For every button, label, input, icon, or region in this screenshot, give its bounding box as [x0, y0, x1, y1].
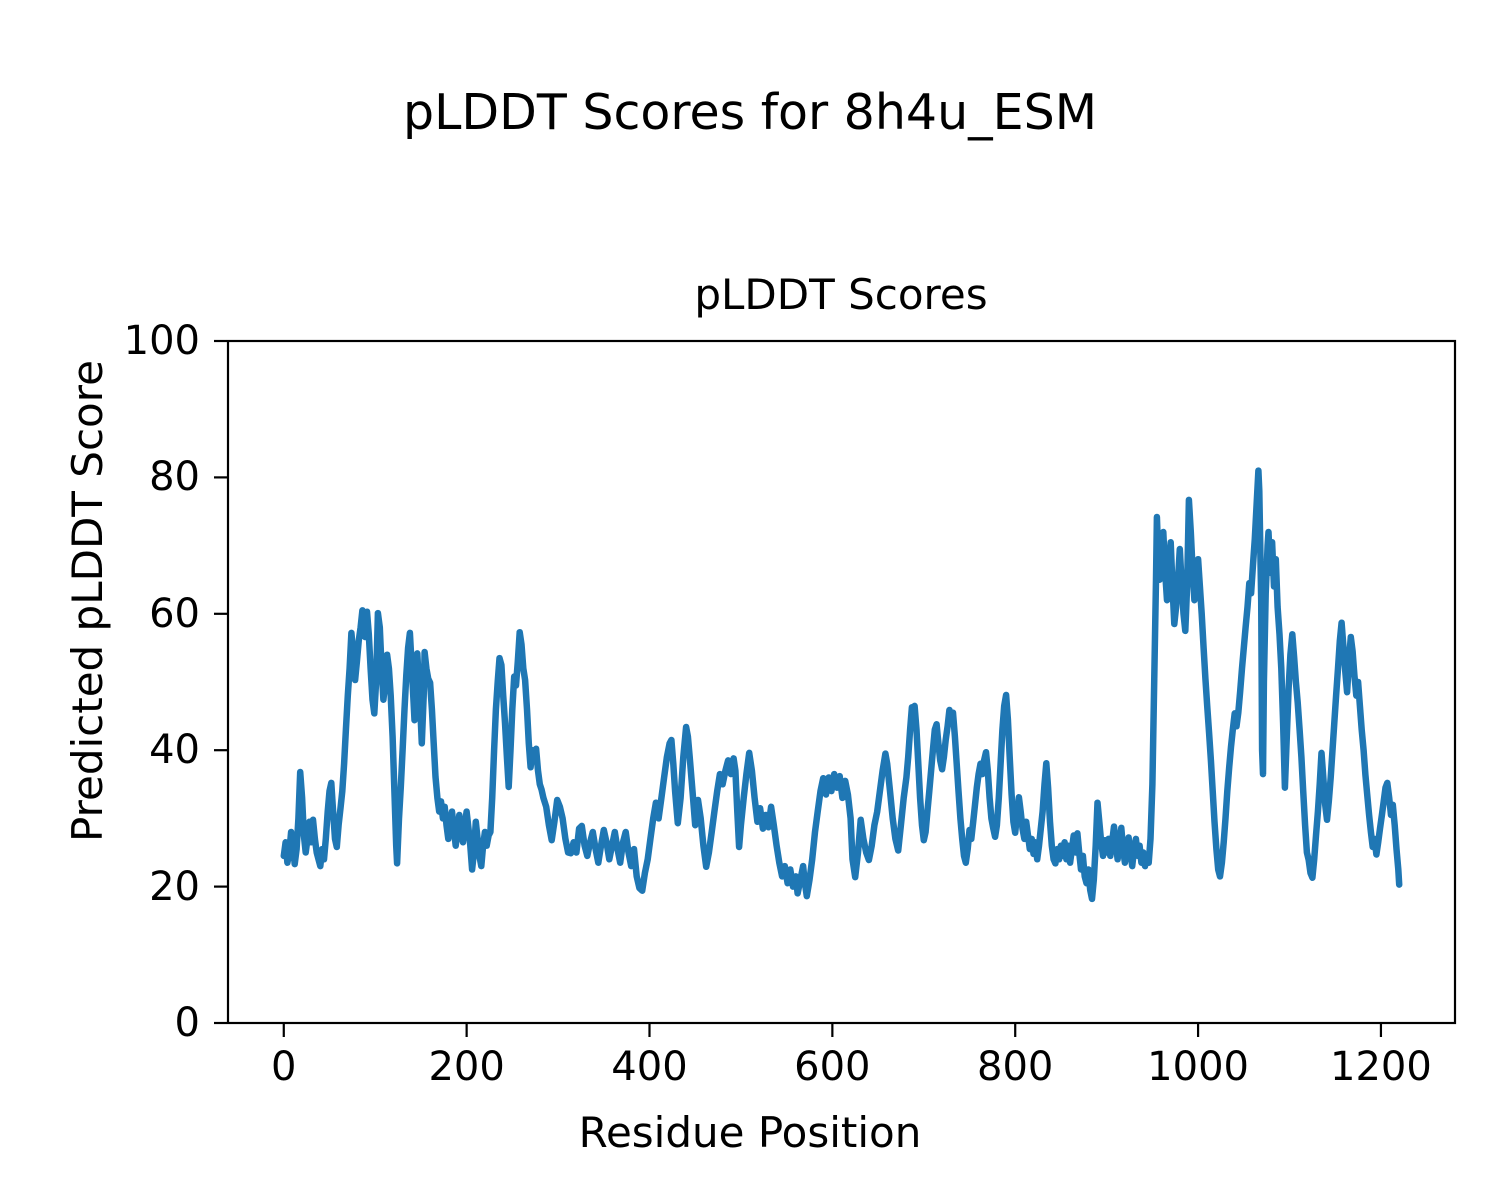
y-tick-label: 20 — [149, 863, 200, 910]
x-tick-label: 400 — [611, 1044, 688, 1090]
axes-title: pLDDT Scores — [694, 270, 988, 319]
x-axis-label: Residue Position — [578, 1108, 922, 1157]
x-tick-label: 200 — [428, 1044, 505, 1090]
y-tick-label: 60 — [149, 590, 200, 637]
x-tick-label: 1200 — [1330, 1044, 1432, 1090]
x-tick-label: 1000 — [1147, 1044, 1249, 1090]
x-tick-label: 0 — [271, 1044, 297, 1090]
figure-title: pLDDT Scores for 8h4u_ESM — [403, 84, 1097, 141]
y-axis-label: Predicted pLDDT Score — [63, 360, 112, 842]
axes-spines — [226, 339, 1457, 1025]
y-tick-label: 100 — [123, 318, 200, 364]
y-tick-label: 40 — [149, 727, 200, 774]
y-tick-label: 80 — [149, 454, 200, 501]
x-tick-label: 800 — [977, 1044, 1054, 1090]
plddt-line — [280, 467, 1403, 903]
y-tick-label: 0 — [174, 1000, 200, 1046]
x-tick-label: 600 — [794, 1044, 871, 1090]
